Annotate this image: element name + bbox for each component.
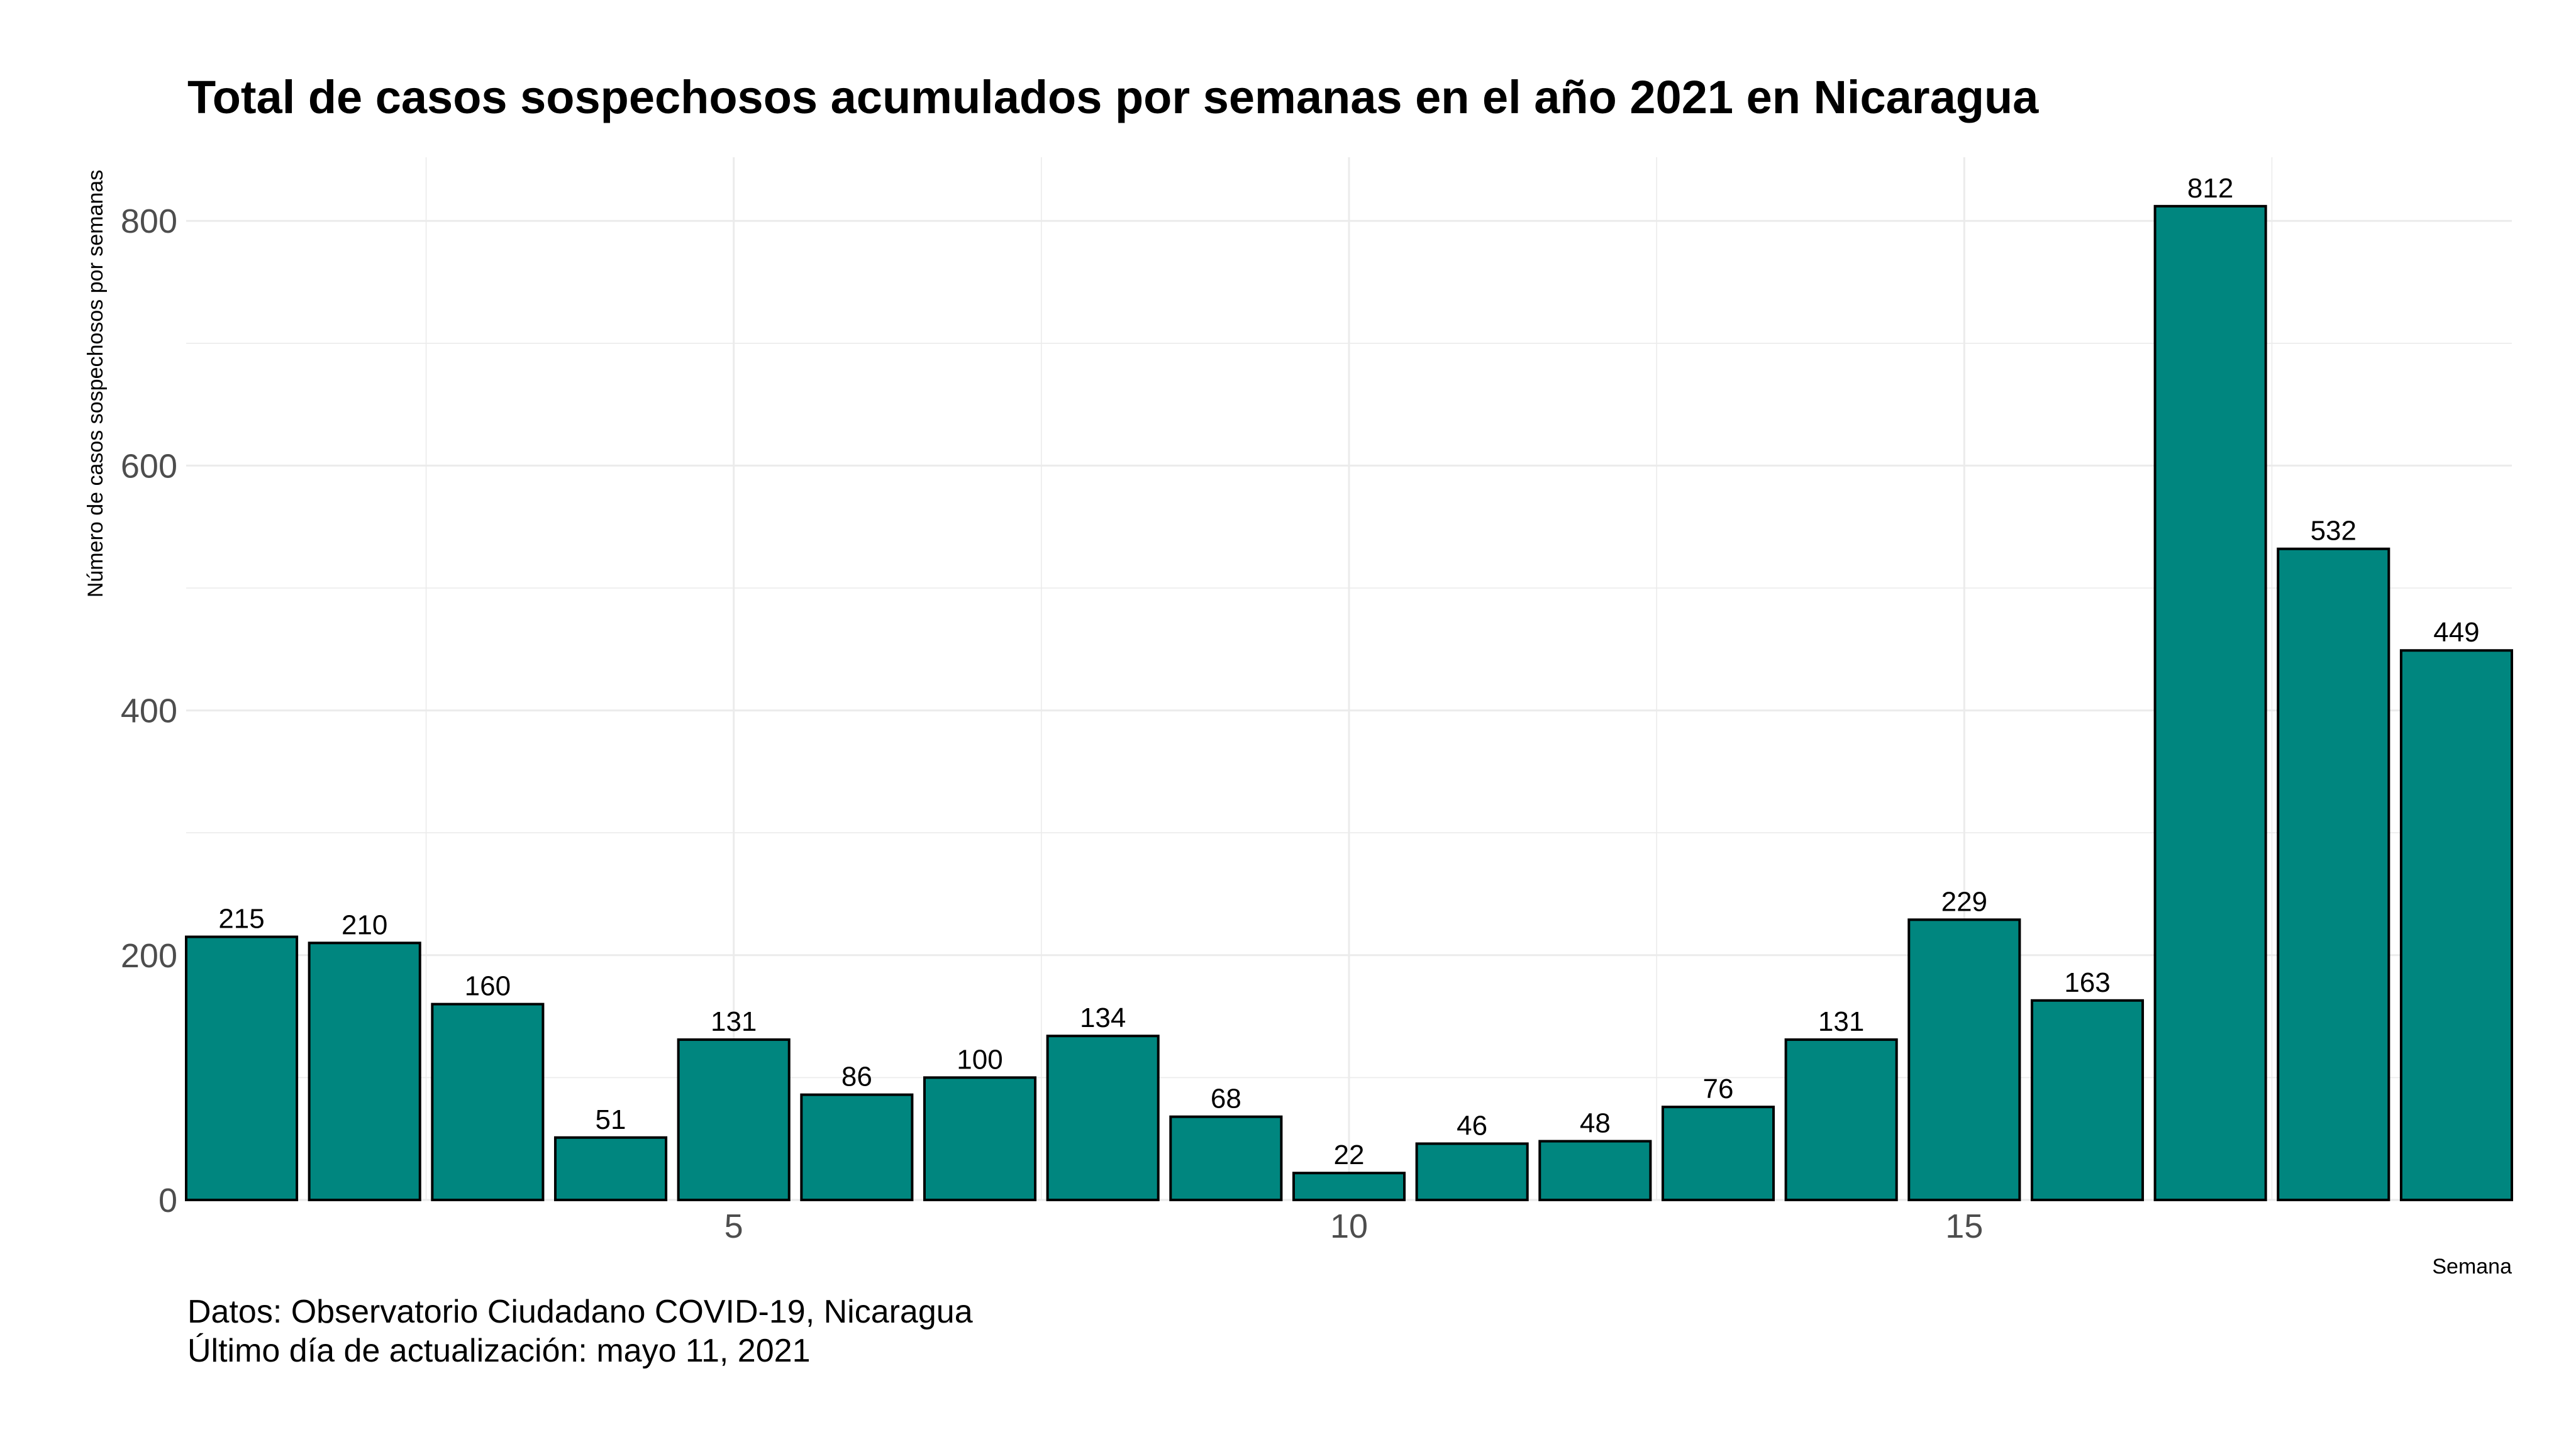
bar-week-4 [553,1136,668,1202]
bar-label-week-11: 46 [1457,1110,1487,1141]
x-tick-label: 5 [724,1208,743,1245]
bar-week-8 [1046,1035,1160,1201]
x-tick-label: 10 [1330,1208,1368,1245]
bar-label-week-13: 76 [1703,1074,1734,1104]
bar-week-17 [2153,204,2267,1202]
x-axis-title: Semana [2432,1255,2512,1279]
bar-label-week-14: 131 [1818,1006,1864,1037]
x-axis-ticks: 5 10 15 [724,1208,1984,1245]
y-tick-label: 400 [121,692,177,730]
bar-label-week-8: 134 [1080,1002,1126,1033]
bar-week-3 [431,1002,545,1202]
bar-label-week-9: 68 [1211,1084,1241,1114]
bar-week-15 [1907,918,2021,1202]
bar-label-week-16: 163 [2064,967,2110,998]
bar-label-week-2: 210 [341,909,387,940]
bar-label-week-3: 160 [465,971,511,1002]
y-tick-label: 800 [121,203,177,240]
x-tick-label: 15 [1945,1208,1983,1245]
y-axis-ticks: 0 200 400 600 800 [121,203,177,1219]
bar-label-week-6: 86 [841,1062,872,1092]
bar-week-7 [923,1076,1037,1201]
bar-label-week-10: 22 [1334,1140,1365,1170]
y-tick-label: 600 [121,447,177,485]
bar-label-week-5: 131 [711,1006,757,1037]
y-tick-label: 0 [158,1182,177,1219]
bar-week-10 [1292,1172,1406,1201]
bar-label-week-12: 48 [1580,1108,1611,1139]
bar-label-week-19: 449 [2433,617,2479,648]
bar-label-week-1: 215 [218,904,264,935]
y-tick-label: 200 [121,937,177,975]
bar-week-14 [1784,1038,1898,1201]
y-axis-title: Número de casos sospechosos por semanas [84,170,108,597]
caption-source: Datos: Observatorio Ciudadano COVID-19, … [187,1294,973,1330]
chart-caption: Datos: Observatorio Ciudadano COVID-19, … [187,1292,973,1370]
bar-label-week-4: 51 [596,1104,626,1135]
bar-week-11 [1415,1142,1529,1201]
bar-week-13 [1661,1106,1775,1201]
bar-week-9 [1169,1115,1283,1202]
bar-week-18 [2277,547,2390,1201]
bar-week-5 [677,1038,791,1201]
bar-week-1 [185,935,299,1202]
bar-week-16 [2030,999,2145,1201]
chart-title: Total de casos sospechosos acumulados po… [187,71,2039,123]
bar-label-week-15: 229 [1941,886,1987,917]
bar-week-19 [2399,649,2514,1202]
bar-label-week-17: 812 [2187,173,2233,204]
bar-label-week-18: 532 [2311,516,2357,547]
bar-label-week-7: 100 [957,1044,1002,1075]
bars [185,204,2514,1202]
bar-week-6 [800,1093,914,1201]
bar-value-labels: 215 210 160 51 131 86 100 134 68 22 46 48 76 131 229 16… [218,173,2479,1170]
bar-week-12 [1538,1140,1652,1201]
caption-update-date: Último día de actualización: mayo 11, 20… [187,1333,811,1369]
bar-week-2 [308,941,421,1201]
